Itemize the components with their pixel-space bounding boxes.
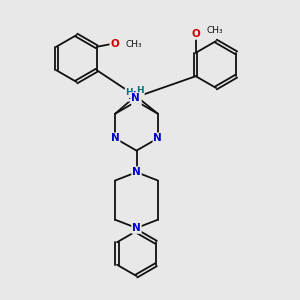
Text: N: N (153, 133, 162, 143)
Text: N: N (111, 133, 120, 143)
Text: CH₃: CH₃ (206, 26, 223, 35)
Text: H: H (136, 86, 144, 95)
Text: H: H (125, 88, 133, 97)
Text: N: N (132, 223, 141, 233)
Text: O: O (110, 39, 119, 50)
Text: N: N (131, 93, 140, 103)
Text: N: N (128, 91, 137, 101)
Text: N: N (132, 167, 141, 177)
Text: CH₃: CH₃ (126, 40, 142, 49)
Text: N: N (132, 96, 141, 106)
Text: O: O (191, 29, 200, 39)
